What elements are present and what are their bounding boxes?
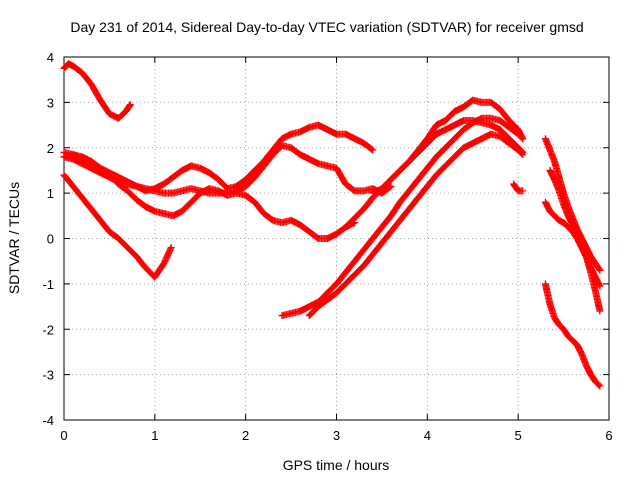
chart-title: Day 231 of 2014, Sidereal Day-to-day VTE…: [70, 19, 583, 35]
x-tick-label: 4: [424, 428, 431, 443]
series-arc-9: [305, 130, 527, 320]
series-arc-7: [342, 117, 527, 231]
x-tick-labels: 0 1 2 3 4 5 6: [60, 428, 612, 443]
y-tick-label: 3: [47, 95, 54, 110]
x-tick-label: 0: [60, 428, 67, 443]
x-tick-label: 6: [605, 428, 612, 443]
y-tick-labels: -4 -3 -2 -1 0 1 2 3 4: [42, 50, 54, 428]
x-tick-label: 3: [333, 428, 340, 443]
series-arc-5: [60, 142, 395, 197]
series-arc-2: [60, 171, 175, 281]
series-arc-1: [60, 60, 134, 122]
y-tick-label: 0: [47, 232, 54, 247]
y-axis-label: SDTVAR / TECUs: [6, 182, 22, 294]
y-tick-label: -3: [42, 368, 54, 383]
x-axis-label: GPS time / hours: [283, 457, 390, 473]
x-tick-label: 2: [242, 428, 249, 443]
series-arc-8: [278, 114, 527, 320]
y-tick-label: 1: [47, 186, 54, 201]
series-group: [60, 60, 604, 390]
y-tick-label: -4: [42, 413, 54, 428]
y-tick-label: 2: [47, 141, 54, 156]
series-arc-11: [541, 135, 604, 274]
axis-ticks: [63, 56, 610, 421]
x-tick-label: 5: [515, 428, 522, 443]
series-arc-14: [541, 280, 604, 390]
grid: [64, 57, 609, 420]
y-tick-label: -2: [42, 322, 54, 337]
series-arc-10: [510, 180, 527, 195]
y-tick-label: -1: [42, 277, 54, 292]
series-arc-4: [60, 121, 377, 195]
series-arc-13: [546, 166, 604, 315]
y-tick-label: 4: [47, 50, 54, 65]
x-tick-label: 1: [151, 428, 158, 443]
